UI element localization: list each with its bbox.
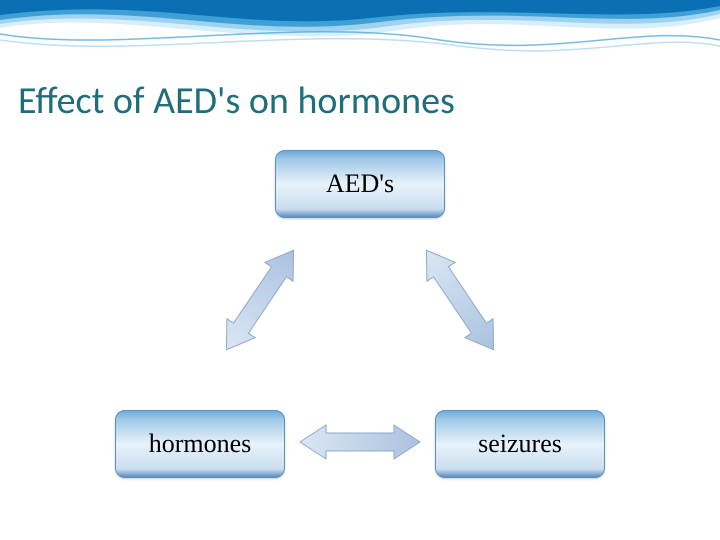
header-wave	[0, 0, 720, 70]
node-aeds: AED's	[275, 150, 445, 218]
page-title: Effect of AED's on hormones	[18, 78, 455, 124]
node-label: AED's	[326, 169, 394, 199]
node-seizures: seizures	[435, 410, 605, 478]
cycle-diagram: AED's hormones seizures	[0, 140, 720, 520]
node-hormones: hormones	[115, 410, 285, 478]
node-label: seizures	[478, 429, 562, 459]
node-label: hormones	[149, 429, 252, 459]
